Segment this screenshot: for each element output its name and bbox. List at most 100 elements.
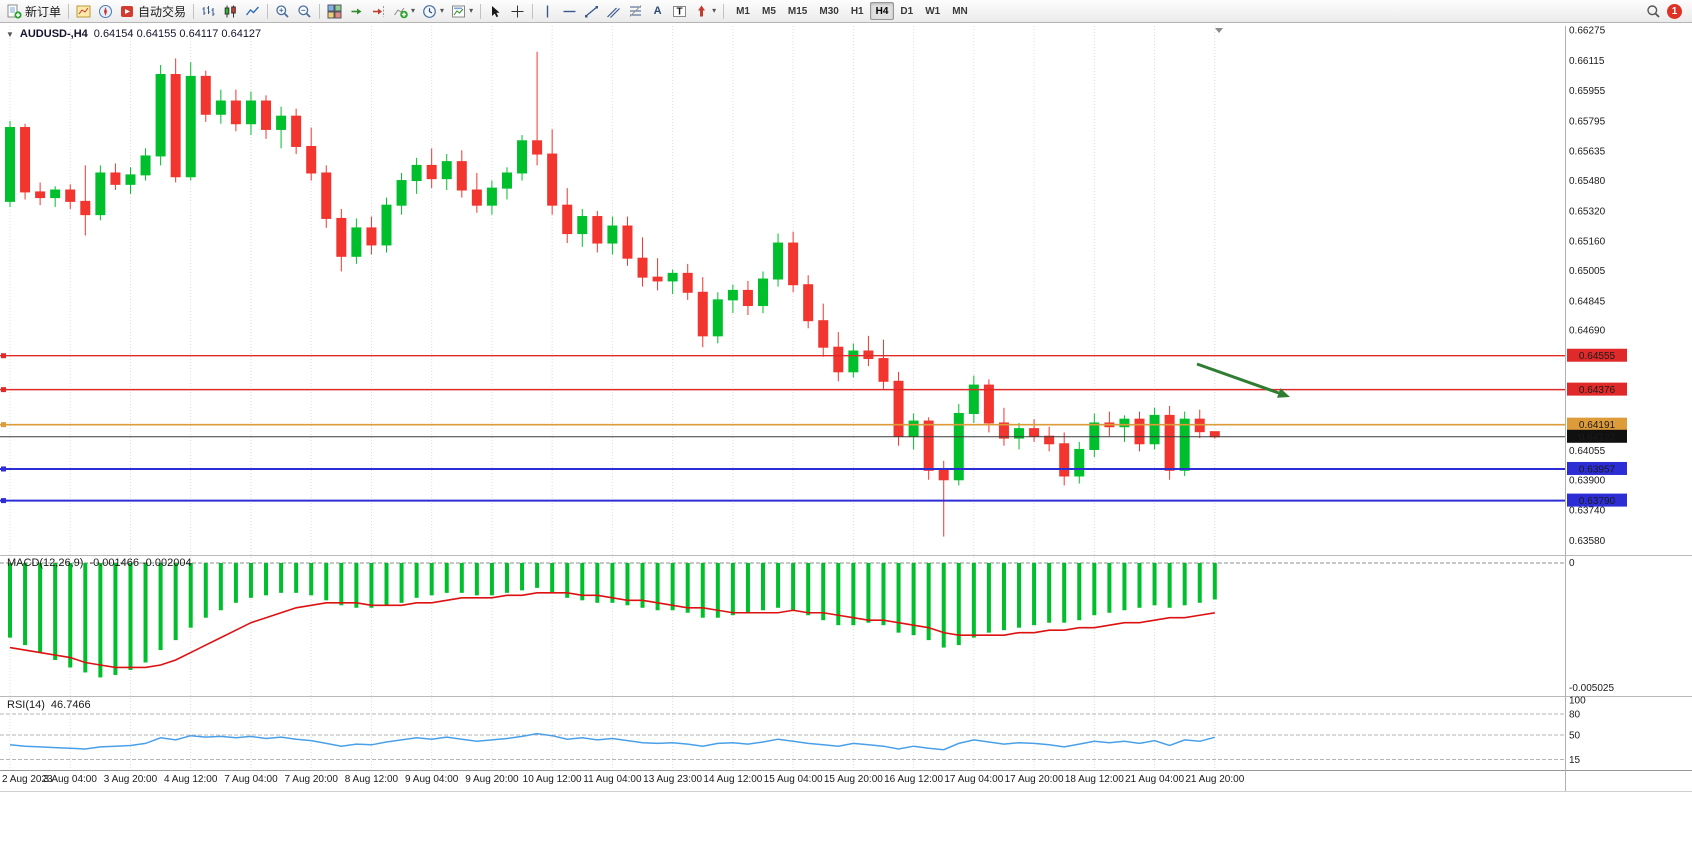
candle-body bbox=[773, 242, 784, 280]
chart-shift-button[interactable] bbox=[368, 1, 389, 21]
macd-histogram-bar bbox=[429, 563, 434, 596]
macd-histogram-bar bbox=[38, 563, 43, 653]
price-axis-label: 0.65005 bbox=[1569, 266, 1606, 277]
line-handle[interactable] bbox=[1, 422, 6, 428]
macd-histogram-bar bbox=[986, 563, 991, 633]
candle-body bbox=[336, 217, 347, 257]
cursor-icon bbox=[488, 4, 503, 19]
candle-body bbox=[110, 172, 121, 185]
line-chart-button[interactable] bbox=[242, 1, 263, 21]
candle-body bbox=[95, 172, 106, 216]
rsi-indicator-label: RSI(14) 46.7466 bbox=[7, 699, 91, 711]
candle-body bbox=[35, 191, 46, 199]
timeframe-w1[interactable]: W1 bbox=[919, 2, 946, 20]
macd-name: MACD(12,26,9) bbox=[7, 557, 84, 569]
macd-histogram-bar bbox=[685, 563, 690, 613]
market-watch-button[interactable] bbox=[73, 1, 94, 21]
chart-symbol-label: AUDUSD-,H4 bbox=[19, 28, 88, 40]
vertical-line-button[interactable] bbox=[537, 1, 558, 21]
timeframe-d1[interactable]: D1 bbox=[894, 2, 919, 20]
indicators-button[interactable]: ▾ bbox=[390, 1, 418, 21]
periods-button[interactable]: ▾ bbox=[419, 1, 447, 21]
zoom-out-button[interactable] bbox=[294, 1, 315, 21]
timeframe-mn[interactable]: MN bbox=[946, 2, 974, 20]
timeframe-h4[interactable]: H4 bbox=[869, 2, 895, 20]
timeframe-m5[interactable]: M5 bbox=[756, 2, 782, 20]
candle-body bbox=[411, 164, 422, 182]
line-handle[interactable] bbox=[1, 387, 6, 393]
candle-body bbox=[456, 161, 467, 191]
price-shift-marker[interactable] bbox=[1215, 28, 1223, 33]
candle-body bbox=[200, 75, 211, 115]
time-axis-label: 8 Aug 12:00 bbox=[345, 774, 399, 785]
macd-histogram-bar bbox=[414, 563, 419, 598]
equidistant-channel-button[interactable] bbox=[603, 1, 624, 21]
search-icon[interactable] bbox=[1646, 4, 1661, 19]
macd-histogram-bar bbox=[279, 563, 284, 593]
zoom-in-button[interactable] bbox=[272, 1, 293, 21]
trendline-button[interactable] bbox=[581, 1, 602, 21]
candle-body bbox=[1074, 448, 1085, 477]
timeframe-m15[interactable]: M15 bbox=[782, 2, 813, 20]
macd-histogram-bar bbox=[8, 563, 12, 638]
toolbar-separator bbox=[68, 3, 70, 19]
current-price-label: 0.64127 bbox=[1579, 432, 1616, 443]
macd-histogram-bar bbox=[1017, 563, 1022, 628]
time-axis-label: 9 Aug 04:00 bbox=[405, 774, 459, 785]
candle-body bbox=[953, 412, 964, 481]
fibonacci-icon bbox=[628, 4, 643, 19]
horizontal-line-button[interactable] bbox=[559, 1, 580, 21]
text-label-button[interactable]: T bbox=[669, 1, 690, 21]
timeframe-m30[interactable]: M30 bbox=[813, 2, 844, 20]
arrows-button[interactable]: ▾ bbox=[691, 1, 719, 21]
macd-histogram-bar bbox=[881, 563, 886, 626]
macd-histogram-bar bbox=[384, 563, 389, 606]
candle-body bbox=[185, 75, 196, 178]
time-axis-label: 15 Aug 20:00 bbox=[824, 774, 883, 785]
notification-badge[interactable]: 1 bbox=[1667, 3, 1682, 19]
auto-scroll-button[interactable] bbox=[346, 1, 367, 21]
line-handle[interactable] bbox=[1, 466, 6, 472]
dropdown-caret-icon: ▾ bbox=[469, 6, 474, 15]
line-handle[interactable] bbox=[1, 353, 6, 359]
macd-histogram-bar bbox=[836, 563, 841, 626]
timeframe-m1[interactable]: M1 bbox=[730, 2, 756, 20]
templates-button[interactable]: ▾ bbox=[448, 1, 476, 21]
price-axis-badge bbox=[1567, 382, 1627, 396]
price-axis-badge bbox=[1567, 348, 1627, 362]
cursor-button[interactable] bbox=[485, 1, 506, 21]
navigator-button[interactable] bbox=[95, 1, 116, 21]
line-handle[interactable] bbox=[1, 498, 6, 504]
text-button[interactable]: A bbox=[647, 1, 668, 21]
macd-histogram-bar bbox=[1122, 563, 1127, 611]
time-axis-label: 13 Aug 23:00 bbox=[643, 774, 702, 785]
new-order-button[interactable]: 新订单 bbox=[4, 1, 64, 21]
macd-histogram-bar bbox=[143, 563, 148, 663]
fibonacci-button[interactable] bbox=[625, 1, 646, 21]
trend-arrow-head[interactable] bbox=[1277, 388, 1290, 398]
candle-body bbox=[938, 469, 949, 481]
tile-windows-button[interactable] bbox=[324, 1, 345, 21]
bar-chart-button[interactable] bbox=[198, 1, 219, 21]
candlestick-chart-button[interactable] bbox=[220, 1, 241, 21]
candle-body bbox=[1089, 422, 1100, 450]
candle-body bbox=[471, 189, 482, 206]
chart-collapse-icon[interactable]: ▼ bbox=[6, 29, 14, 39]
candle-body bbox=[532, 140, 543, 155]
candle-body bbox=[215, 100, 226, 115]
rsi-axis-label: 80 bbox=[1569, 710, 1581, 721]
candle-body bbox=[351, 227, 362, 257]
crosshair-button[interactable] bbox=[507, 1, 528, 21]
zoom-in-icon bbox=[275, 4, 290, 19]
macd-histogram-bar bbox=[248, 563, 253, 598]
trend-arrow-annotation[interactable] bbox=[1196, 362, 1280, 395]
autotrading-button[interactable]: 自动交易 bbox=[117, 1, 189, 21]
candle-body bbox=[230, 100, 241, 125]
time-axis-label: 15 Aug 04:00 bbox=[764, 774, 823, 785]
candle-body bbox=[848, 350, 859, 373]
candle-body bbox=[396, 180, 407, 206]
macd-histogram-bar bbox=[610, 563, 615, 603]
candle-body bbox=[863, 350, 874, 360]
timeframe-h1[interactable]: H1 bbox=[845, 2, 870, 20]
